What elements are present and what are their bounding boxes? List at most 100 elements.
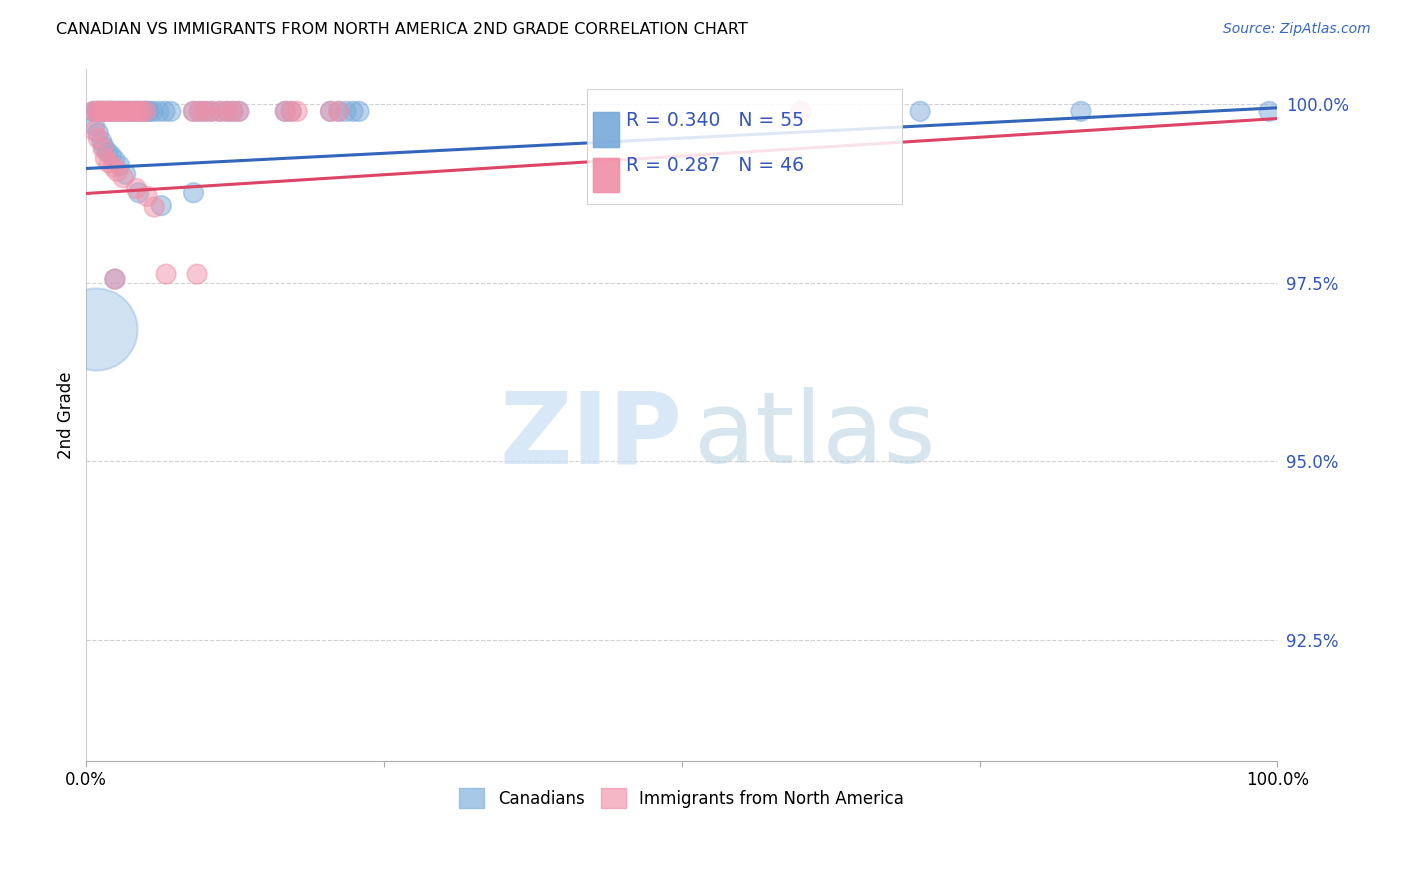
Point bbox=[115, 104, 138, 119]
Text: CANADIAN VS IMMIGRANTS FROM NORTH AMERICA 2ND GRADE CORRELATION CHART: CANADIAN VS IMMIGRANTS FROM NORTH AMERIC… bbox=[56, 22, 748, 37]
Point bbox=[908, 104, 931, 119]
Point bbox=[127, 104, 149, 119]
Point bbox=[319, 104, 342, 119]
Point bbox=[136, 189, 159, 203]
Point bbox=[319, 104, 342, 119]
Point bbox=[107, 104, 129, 119]
Point bbox=[128, 104, 150, 119]
Point bbox=[143, 200, 166, 214]
Point bbox=[208, 104, 231, 119]
Point bbox=[105, 164, 128, 178]
Point bbox=[342, 104, 364, 119]
FancyBboxPatch shape bbox=[586, 89, 903, 203]
Point bbox=[228, 104, 250, 119]
Point bbox=[215, 104, 238, 119]
Text: atlas: atlas bbox=[693, 387, 935, 484]
Point bbox=[114, 167, 136, 181]
Point bbox=[112, 104, 135, 119]
Point bbox=[215, 104, 238, 119]
Point bbox=[97, 145, 120, 159]
Point bbox=[285, 104, 308, 119]
Point bbox=[138, 104, 160, 119]
Text: Source: ZipAtlas.com: Source: ZipAtlas.com bbox=[1223, 22, 1371, 37]
Point bbox=[208, 104, 231, 119]
Point bbox=[148, 104, 170, 119]
Point bbox=[188, 104, 211, 119]
Point bbox=[135, 104, 157, 119]
Point bbox=[104, 272, 127, 286]
Point bbox=[104, 153, 127, 167]
Point bbox=[274, 104, 297, 119]
Point bbox=[105, 104, 128, 119]
Point bbox=[82, 104, 104, 119]
Point bbox=[280, 104, 302, 119]
Point bbox=[87, 126, 110, 140]
Point bbox=[114, 104, 136, 119]
Point bbox=[328, 104, 350, 119]
Point bbox=[110, 104, 132, 119]
Text: R = 0.287   N = 46: R = 0.287 N = 46 bbox=[626, 156, 804, 175]
Point bbox=[104, 272, 127, 286]
Point bbox=[108, 159, 131, 173]
Point bbox=[194, 104, 217, 119]
Point bbox=[118, 104, 141, 119]
Point bbox=[128, 186, 150, 200]
Point bbox=[97, 104, 120, 119]
Point bbox=[183, 186, 205, 200]
Point bbox=[89, 104, 111, 119]
Point bbox=[134, 104, 156, 119]
Point bbox=[98, 104, 121, 119]
Point bbox=[97, 155, 120, 169]
Point bbox=[90, 104, 112, 119]
Point bbox=[160, 104, 183, 119]
Point bbox=[125, 181, 148, 195]
Point bbox=[89, 104, 111, 119]
Point bbox=[228, 104, 250, 119]
Point bbox=[93, 104, 115, 119]
Point bbox=[129, 104, 152, 119]
Point bbox=[347, 104, 370, 119]
Text: ZIP: ZIP bbox=[499, 387, 682, 484]
Point bbox=[155, 267, 177, 281]
Point bbox=[328, 104, 350, 119]
Point bbox=[150, 198, 173, 212]
Point bbox=[131, 104, 153, 119]
Point bbox=[112, 104, 135, 119]
Point bbox=[186, 267, 208, 281]
Point bbox=[121, 104, 143, 119]
Point bbox=[188, 104, 211, 119]
Point bbox=[90, 104, 112, 119]
Point bbox=[94, 152, 117, 166]
FancyBboxPatch shape bbox=[592, 112, 619, 147]
Point bbox=[1070, 104, 1092, 119]
Point bbox=[125, 104, 148, 119]
Point bbox=[98, 104, 121, 119]
Point bbox=[1258, 104, 1281, 119]
Point bbox=[222, 104, 245, 119]
FancyBboxPatch shape bbox=[592, 158, 619, 193]
Point bbox=[86, 104, 108, 119]
Point bbox=[90, 134, 112, 148]
Point bbox=[101, 104, 124, 119]
Point bbox=[103, 160, 125, 174]
Point bbox=[86, 104, 108, 119]
Point bbox=[222, 104, 245, 119]
Point bbox=[153, 104, 176, 119]
Text: R = 0.340   N = 55: R = 0.340 N = 55 bbox=[626, 111, 804, 130]
Point bbox=[280, 104, 302, 119]
Legend: Canadians, Immigrants from North America: Canadians, Immigrants from North America bbox=[453, 781, 911, 815]
Y-axis label: 2nd Grade: 2nd Grade bbox=[58, 371, 75, 458]
Point bbox=[101, 104, 124, 119]
Point bbox=[274, 104, 297, 119]
Point bbox=[93, 140, 115, 154]
Point bbox=[83, 119, 105, 133]
Point bbox=[100, 148, 122, 162]
Point bbox=[112, 170, 135, 185]
Point bbox=[82, 104, 104, 119]
Point bbox=[335, 104, 357, 119]
Point bbox=[790, 104, 813, 119]
Point bbox=[87, 131, 110, 145]
Point bbox=[84, 322, 107, 336]
Point bbox=[183, 104, 205, 119]
Point bbox=[108, 104, 131, 119]
